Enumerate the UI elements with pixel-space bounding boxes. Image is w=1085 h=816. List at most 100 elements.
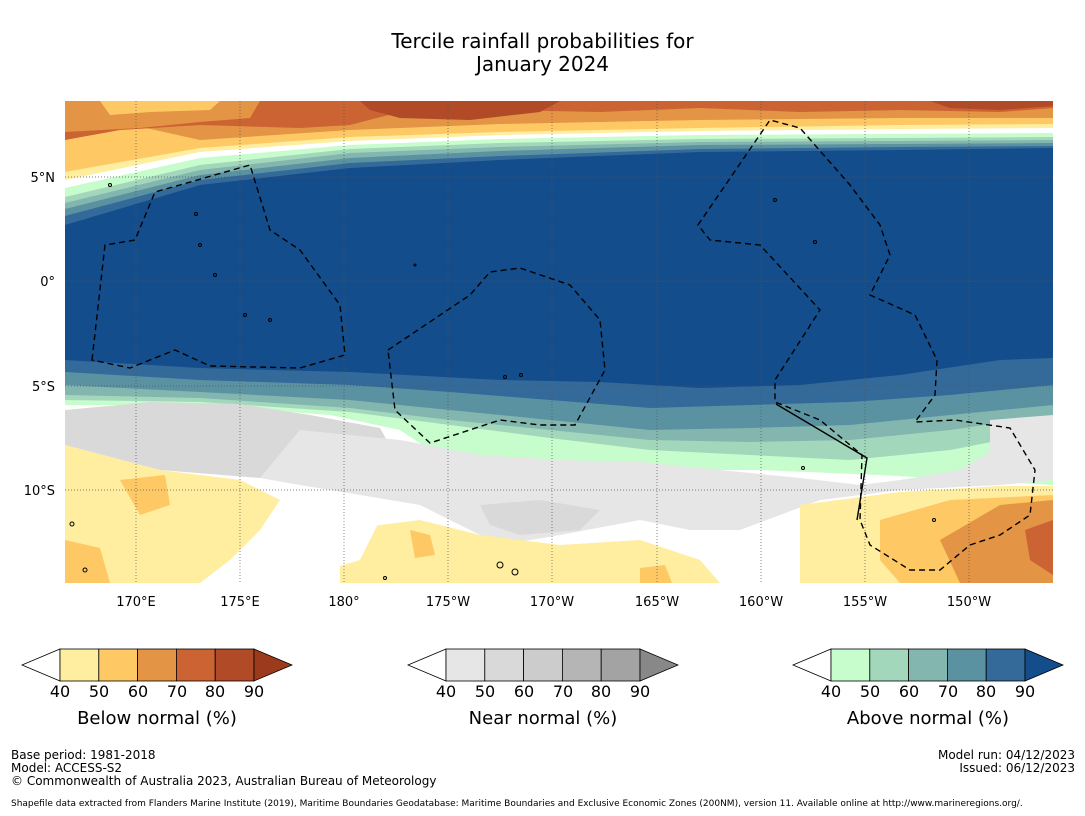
tick-label: 60	[898, 682, 920, 701]
tick-label: 50	[859, 682, 881, 701]
probability-map: 5°N 0° 5°S 10°S 170°E 175°E 180° 175°W 1…	[24, 101, 1053, 610]
colorbar-max-arrow	[253, 648, 293, 682]
footer-left: Base period: 1981-2018 Model: ACCESS-S2 …	[11, 749, 436, 788]
tick-label: 60	[127, 682, 149, 701]
colorbar-segment	[484, 648, 525, 682]
lon-label-175w: 175°W	[426, 595, 470, 610]
title-line-1: Tercile rainfall probabilities for	[391, 29, 694, 53]
near-normal-patch	[480, 500, 600, 535]
lat-label-5n: 5°N	[31, 171, 56, 186]
colorbar-segment	[59, 648, 100, 682]
below-normal-south-mid	[340, 520, 720, 583]
below-normal-south-west	[65, 445, 280, 583]
legend-above-normal: 40 50 60 70 80 90 Above normal (%)	[792, 648, 1064, 729]
model-name: Model: ACCESS-S2	[11, 761, 123, 775]
colorbar-ticks: 40 50 60 70 80 90	[407, 682, 679, 702]
base-period: Base period: 1981-2018	[11, 748, 156, 762]
longitude-labels: 170°E 175°E 180° 175°W 170°W 165°W 160°W…	[116, 595, 991, 610]
below-70-south-east	[940, 500, 1053, 583]
colorbar-segment	[561, 648, 602, 682]
colorbar-segment	[908, 648, 948, 682]
legend-near-normal: 40 50 60 70 80 90 Near normal (%)	[407, 648, 679, 729]
north-below-dark	[360, 101, 560, 120]
lat-label-10s: 10°S	[24, 484, 55, 499]
colorbar-ticks: 40 50 60 70 80 90	[21, 682, 293, 702]
model-run: Model run: 04/12/2023	[937, 748, 1075, 762]
colorbar-segment	[830, 648, 871, 682]
north-below-dark-east	[930, 101, 1053, 110]
tick-label: 50	[88, 682, 110, 701]
colorbar-segment	[214, 648, 255, 682]
lon-label-170e: 170°E	[116, 595, 156, 610]
tick-label: 60	[513, 682, 535, 701]
island-markers	[69, 183, 936, 580]
lon-label-155w: 155°W	[843, 595, 887, 610]
colorbar-segment	[137, 648, 177, 682]
tick-label: 80	[590, 682, 612, 701]
map-fill-layers	[65, 101, 1053, 583]
tick-label: 70	[937, 682, 959, 701]
colorbar-min-arrow	[407, 648, 447, 682]
lon-label-165w: 165°W	[635, 595, 679, 610]
colorbar-caption: Below normal (%)	[77, 708, 237, 729]
near-normal-east	[990, 415, 1053, 480]
shapefile-credit: Shapefile data extracted from Flanders M…	[11, 799, 1023, 809]
lon-label-150w: 150°W	[947, 595, 991, 610]
north-below-80	[65, 101, 1053, 140]
tick-label: 70	[552, 682, 574, 701]
colorbar-caption: Near normal (%)	[468, 708, 618, 729]
colorbar-near-normal	[407, 648, 679, 682]
eez-boundary-kiribati-phoenix	[387, 267, 606, 444]
tick-label: 80	[204, 682, 226, 701]
colorbar-below-normal	[21, 648, 293, 682]
near-normal-center	[260, 430, 1053, 545]
below-60-patch-3	[640, 565, 672, 583]
white-patch-south	[260, 505, 380, 575]
colorbar-ticks: 40 50 60 70 80 90	[792, 682, 1064, 702]
colorbar-segment	[946, 648, 987, 682]
tick-label: 90	[629, 682, 651, 701]
north-below-light	[100, 101, 220, 115]
tick-label: 90	[243, 682, 265, 701]
colorbar-segment	[869, 648, 910, 682]
copyright: © Commonwealth of Australia 2023, Austra…	[11, 774, 437, 788]
lon-label-160w: 160°W	[739, 595, 783, 610]
map-title: Tercile rainfall probabilities for Janua…	[0, 30, 1085, 76]
tick-label: 40	[49, 682, 71, 701]
colorbar-segment	[523, 648, 563, 682]
tick-label: 90	[1014, 682, 1036, 701]
colorbar-above-normal	[792, 648, 1064, 682]
colorbar-min-arrow	[792, 648, 832, 682]
below-60-patch-1	[120, 475, 170, 515]
colorbar-max-arrow	[1024, 648, 1064, 682]
footer-right: Model run: 04/12/2023 Issued: 06/12/2023	[938, 749, 1075, 775]
colorbar-segment	[445, 648, 486, 682]
tick-label: 40	[820, 682, 842, 701]
lat-label-0: 0°	[40, 275, 55, 290]
tick-label: 80	[975, 682, 997, 701]
tick-label: 40	[435, 682, 457, 701]
tick-label: 70	[166, 682, 188, 701]
title-line-2: January 2024	[475, 52, 610, 76]
colorbar-max-arrow	[639, 648, 679, 682]
boundary-solid-line	[775, 403, 868, 521]
colorbar-segment	[600, 648, 641, 682]
colorbar-segment	[175, 648, 216, 682]
graticule	[65, 101, 1053, 583]
legend-below-normal: 40 50 60 70 80 90 Below normal (%)	[21, 648, 293, 729]
eez-boundary-kiribati-gilbert	[91, 164, 346, 369]
latitude-labels: 5°N 0° 5°S 10°S	[24, 171, 55, 499]
below-80-south-east	[1025, 520, 1053, 575]
issued-date: Issued: 06/12/2023	[959, 761, 1075, 775]
lat-label-5s: 5°S	[32, 380, 55, 395]
colorbar-segment	[985, 648, 1026, 682]
tick-label: 50	[474, 682, 496, 701]
below-60-patch-4	[65, 540, 110, 583]
lon-label-180: 180°	[328, 595, 359, 610]
eez-boundary-kiribati-line	[697, 119, 1036, 571]
lon-label-170w: 170°W	[530, 595, 574, 610]
eez-boundaries	[91, 119, 1036, 571]
colorbar-min-arrow	[21, 648, 61, 682]
colorbar-segment	[98, 648, 139, 682]
below-60-patch-2	[410, 530, 435, 558]
